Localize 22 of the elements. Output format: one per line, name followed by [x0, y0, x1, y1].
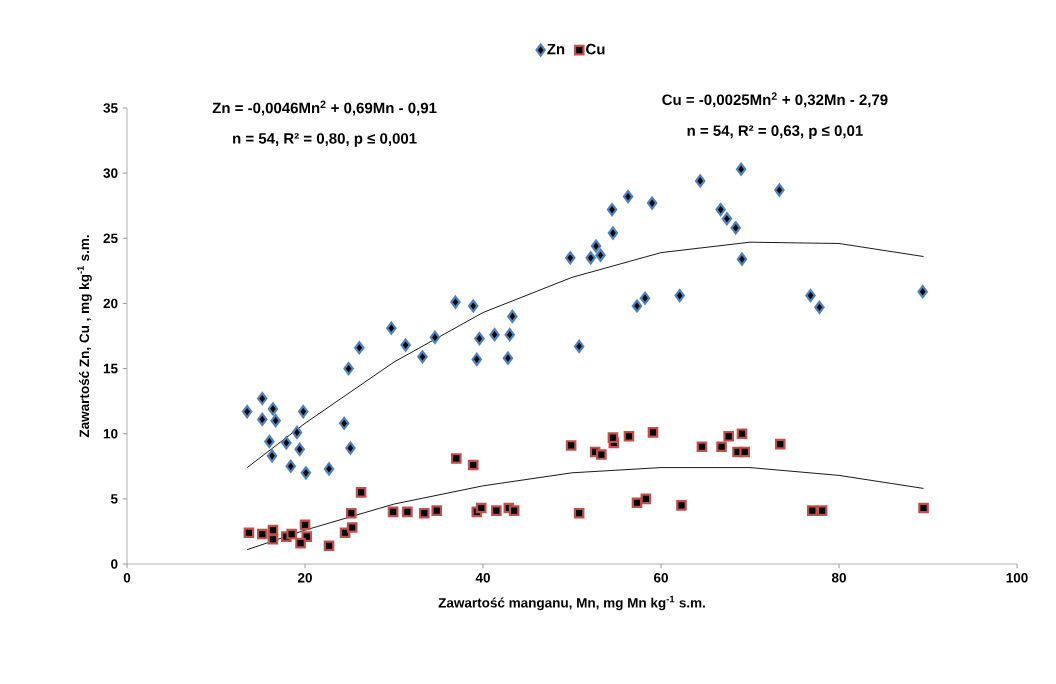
- y-tick-label: 35: [103, 103, 118, 113]
- x-tick-label: 0: [123, 572, 131, 583]
- annotation: n = 54, R² = 0,63, p ≤ 0,01: [687, 125, 863, 139]
- y-axis-title: Zawartość Zn, Cu , mg kg$^{-1}$ s.m.: [77, 235, 92, 438]
- y-tick-label: 20: [103, 298, 118, 309]
- y-tick-label: 5: [110, 494, 118, 504]
- x-tick-label: 60: [654, 572, 668, 583]
- y-tick-label: 10: [103, 428, 118, 439]
- y-tick-label: 15: [103, 363, 118, 374]
- x-tick-label: 40: [475, 572, 490, 583]
- x-axis-title: Zawartość manganu, Mn, mg Mn kg$^{-1}$ s.m.: [438, 595, 705, 611]
- legend-label: Zn: [547, 43, 565, 55]
- x-tick-label: 80: [831, 572, 846, 583]
- annotation: Zn = -0,0046Mn$^{2}$ + 0,69Mn - 0,91: [212, 100, 437, 116]
- y-tick-label: 0: [111, 559, 118, 569]
- x-tick-label: 20: [297, 572, 312, 583]
- text: Cu = -0,0025Mn$^{2}$ + 0,32Mn - 2,79: [662, 92, 888, 108]
- y-tick-label: 25: [103, 233, 118, 244]
- legend-label: Cu: [586, 43, 605, 55]
- annotation: n = 54, R² = 0,80, p ≤ 0,001: [233, 133, 417, 147]
- x-tick-label: 100: [1006, 572, 1028, 583]
- y-tick-label: 30: [103, 168, 118, 178]
